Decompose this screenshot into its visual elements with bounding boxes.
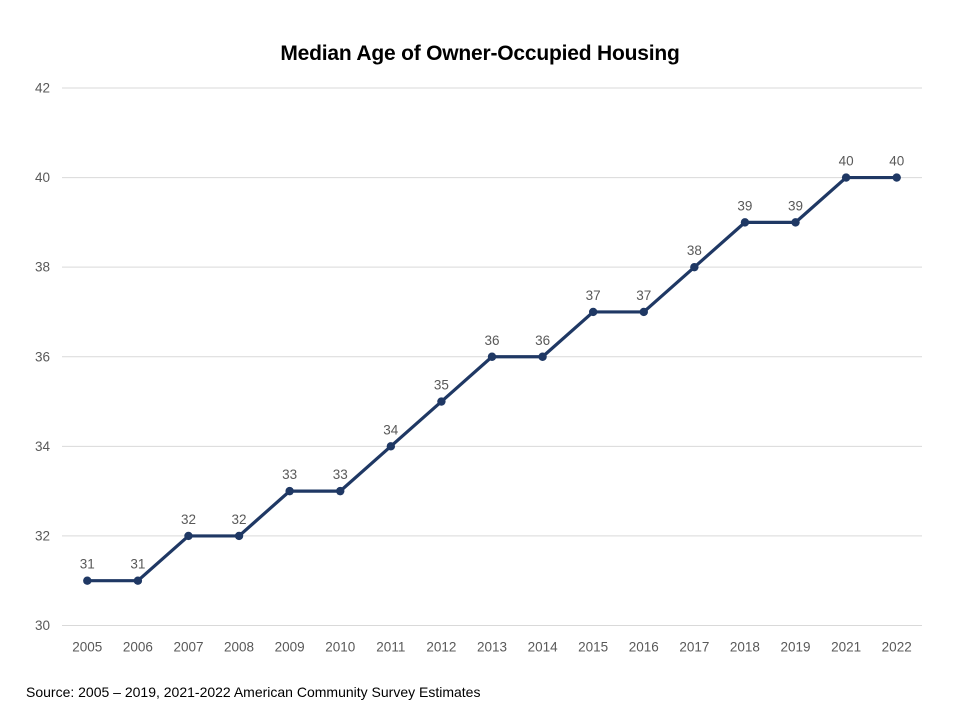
data-point-marker — [588, 307, 598, 317]
data-point-marker — [538, 352, 547, 361]
data-point-label: 38 — [687, 243, 702, 258]
y-axis-tick-label: 38 — [35, 260, 50, 275]
data-point-label: 39 — [788, 198, 803, 213]
data-point-marker — [234, 531, 244, 541]
y-axis-tick-label: 40 — [35, 170, 50, 185]
data-point-label: 33 — [333, 467, 348, 482]
x-axis-tick-label: 2010 — [325, 640, 355, 655]
y-axis-tick-label: 30 — [35, 618, 50, 633]
data-point-marker — [437, 397, 446, 406]
x-axis-tick-label: 2011 — [376, 640, 405, 655]
data-point-label: 32 — [232, 512, 247, 527]
data-point-marker — [83, 576, 92, 585]
data-point-label: 35 — [434, 378, 449, 393]
y-axis-tick-label: 34 — [35, 439, 51, 454]
data-point-label: 37 — [586, 288, 601, 303]
x-axis-tick-label: 2012 — [426, 640, 456, 655]
source-note: Source: 2005 – 2019, 2021-2022 American … — [26, 684, 481, 700]
data-point-label: 31 — [80, 557, 95, 572]
data-point-marker — [184, 531, 193, 541]
y-axis-tick-label: 36 — [35, 349, 50, 364]
data-point-label: 32 — [181, 512, 196, 527]
data-point-marker — [892, 173, 901, 182]
data-point-label: 31 — [130, 557, 145, 572]
data-point-label: 36 — [535, 333, 550, 348]
data-point-marker — [639, 307, 648, 317]
y-axis-tick-label: 42 — [35, 81, 50, 96]
data-point-marker — [133, 576, 143, 585]
x-axis-tick-label: 2019 — [781, 640, 811, 655]
data-point-label: 40 — [839, 154, 854, 169]
x-axis-tick-label: 2016 — [629, 640, 659, 655]
x-axis-tick-label: 2008 — [224, 640, 254, 655]
data-point-label: 33 — [282, 467, 297, 482]
data-point-marker — [740, 218, 750, 227]
data-point-marker — [487, 352, 497, 361]
data-point-marker — [285, 486, 294, 496]
x-axis-tick-label: 2021 — [831, 640, 861, 655]
x-axis-tick-label: 2013 — [477, 640, 507, 655]
x-axis-tick-label: 2018 — [730, 640, 760, 655]
data-point-label: 39 — [737, 198, 752, 213]
data-point-marker — [690, 262, 699, 272]
x-axis-tick-label: 2022 — [882, 640, 912, 655]
x-axis-tick-label: 2006 — [123, 640, 153, 655]
data-point-marker — [791, 218, 800, 227]
data-point-marker — [386, 442, 396, 451]
x-axis-tick-label: 2005 — [72, 640, 102, 655]
data-point-marker — [336, 486, 345, 496]
data-point-label: 37 — [636, 288, 651, 303]
y-axis-tick-label: 32 — [35, 528, 50, 543]
data-point-label: 34 — [383, 422, 399, 437]
chart-title: Median Age of Owner-Occupied Housing — [280, 42, 680, 65]
x-axis-tick-label: 2015 — [578, 640, 608, 655]
x-axis-tick-label: 2007 — [173, 640, 203, 655]
data-point-label: 36 — [484, 333, 499, 348]
line-series — [85, 175, 899, 583]
x-axis-tick-label: 2017 — [679, 640, 709, 655]
x-axis-tick-label: 2014 — [528, 640, 559, 655]
x-axis-tick-label: 2009 — [275, 640, 305, 655]
data-point-marker — [841, 173, 851, 182]
data-point-label: 40 — [889, 154, 904, 169]
